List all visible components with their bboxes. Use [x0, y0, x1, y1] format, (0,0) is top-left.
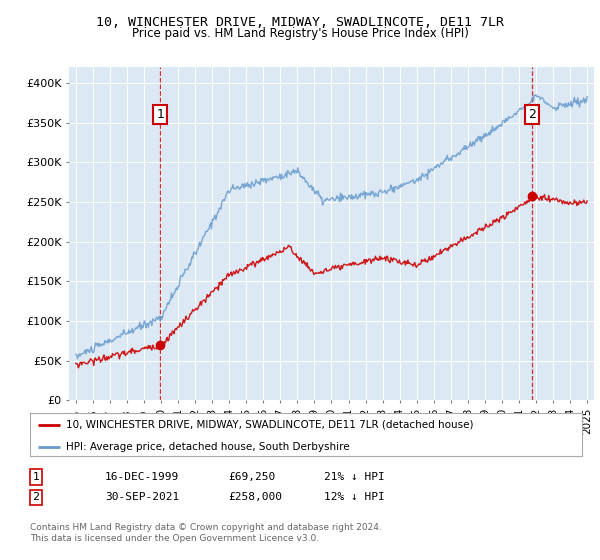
Text: HPI: Average price, detached house, South Derbyshire: HPI: Average price, detached house, Sout…: [66, 442, 350, 452]
Text: Price paid vs. HM Land Registry's House Price Index (HPI): Price paid vs. HM Land Registry's House …: [131, 27, 469, 40]
Text: 10, WINCHESTER DRIVE, MIDWAY, SWADLINCOTE, DE11 7LR: 10, WINCHESTER DRIVE, MIDWAY, SWADLINCOT…: [96, 16, 504, 29]
Text: 10, WINCHESTER DRIVE, MIDWAY, SWADLINCOTE, DE11 7LR (detached house): 10, WINCHESTER DRIVE, MIDWAY, SWADLINCOT…: [66, 420, 473, 430]
Text: £69,250: £69,250: [228, 472, 275, 482]
Text: 21% ↓ HPI: 21% ↓ HPI: [324, 472, 385, 482]
Text: 30-SEP-2021: 30-SEP-2021: [105, 492, 179, 502]
Text: £258,000: £258,000: [228, 492, 282, 502]
Text: 12% ↓ HPI: 12% ↓ HPI: [324, 492, 385, 502]
Text: 2: 2: [32, 492, 40, 502]
Text: 1: 1: [32, 472, 40, 482]
Text: 16-DEC-1999: 16-DEC-1999: [105, 472, 179, 482]
Text: 2: 2: [528, 108, 536, 122]
Text: Contains HM Land Registry data © Crown copyright and database right 2024.
This d: Contains HM Land Registry data © Crown c…: [30, 524, 382, 543]
Text: 1: 1: [157, 108, 164, 122]
